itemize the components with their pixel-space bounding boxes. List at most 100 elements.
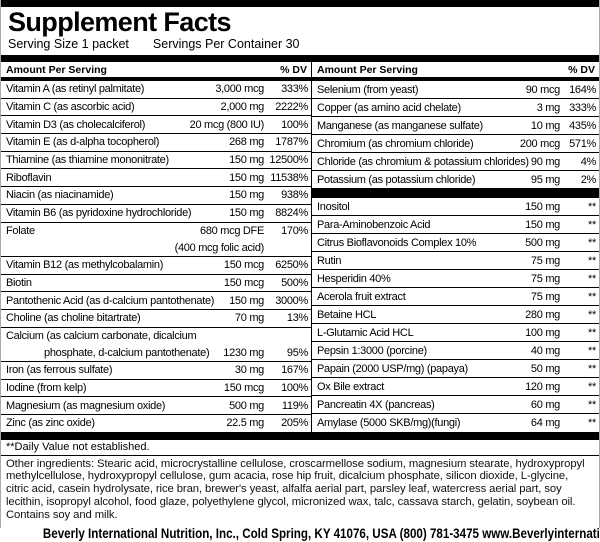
nutrient-amount: 1230 mg	[223, 346, 264, 359]
amount-per-serving-header: Amount Per Serving	[6, 64, 107, 76]
nutrient-amount: 90 mg	[530, 155, 560, 168]
nutrient-dv: 500%	[281, 276, 308, 289]
nutrient-row: Chloride (as chromium & potassium chlori…	[312, 152, 599, 170]
nutrient-dv: 164%	[569, 83, 596, 96]
nutrient-dv: 3000%	[275, 294, 308, 307]
nutrient-dv: **	[588, 290, 596, 303]
nutrient-amount: 500 mg	[229, 399, 264, 412]
nutrient-amount: 75 mg	[530, 272, 560, 285]
nutrient-amount: 40 mg	[530, 344, 560, 357]
nutrient-row: Papain (2000 USP/mg) (papaya) 50 mg **	[312, 359, 599, 377]
nutrient-row: Biotin 150 mcg 500%	[1, 273, 311, 292]
column-left-header: Amount Per Serving % DV	[1, 62, 311, 81]
nutrient-row: Vitamin C (as ascorbic acid) 2,000 mg 2222…	[1, 97, 311, 116]
nutrient-label: Biotin	[6, 276, 32, 289]
nutrient-label: Pepsin 1:3000 (porcine)	[317, 344, 427, 357]
top-divider-bar	[1, 0, 599, 7]
nutrient-amount: 30 mg	[234, 364, 264, 377]
nutrient-amount: 280 mg	[525, 308, 560, 321]
nutrients-column-left: Amount Per Serving % DV Vitamin A (as re…	[1, 62, 312, 432]
nutrient-dv: **	[588, 398, 596, 411]
nutrient-dv: **	[588, 200, 596, 213]
nutrient-label: Iron (as ferrous sulfate)	[6, 364, 113, 377]
nutrient-row: Manganese (as manganese sulfate) 10 mg 435…	[312, 116, 599, 134]
nutrient-amount: 150 mg	[229, 294, 264, 307]
nutrient-row: Amylase (5000 SKB/mg)(fungi) 64 mg **	[312, 413, 599, 431]
nutrient-label: Folate	[6, 224, 35, 237]
bottom-divider-bar	[1, 431, 599, 440]
nutrient-row: Vitamin E (as d-alpha tocopherol) 268 mg 1…	[1, 133, 311, 151]
nutrient-amount: 150 mg	[525, 200, 560, 213]
nutrient-row: Citrus Bioflavonoids Complex 10% 500 mg **	[312, 233, 599, 251]
nutrient-row: Niacin (as niacinamide) 150 mg 938%	[1, 186, 311, 204]
nutrient-row: Choline (as choline bitartrate) 70 mg 13%	[1, 308, 311, 327]
nutrient-label: Chromium (as chromium chloride)	[317, 137, 474, 150]
nutrient-label: Selenium (from yeast)	[317, 83, 419, 96]
nutrient-label: Acerola fruit extract	[317, 290, 406, 303]
nutrient-row: Inositol 150 mg **	[312, 197, 599, 215]
nutrient-row: Vitamin A (as retinyl palmitate) 3,000 mc…	[1, 81, 311, 98]
nutrient-row: Hesperidin 40% 75 mg **	[312, 269, 599, 287]
label-title: Supplement Facts	[8, 7, 232, 37]
nutrient-amount: (400 mcg folic acid)	[174, 241, 265, 254]
nutrient-amount: 60 mg	[530, 398, 560, 411]
nutrient-row: Riboflavin 150 mg 11538%	[1, 168, 311, 186]
nutrient-amount: 2,000 mg	[220, 101, 265, 114]
nutrient-row: Pancreatin 4X (pancreas) 60 mg **	[312, 395, 599, 413]
nutrient-dv: 100%	[281, 382, 308, 395]
nutrient-dv: 2%	[580, 173, 597, 186]
column-right-header: Amount Per Serving % DV	[312, 62, 599, 81]
nutrient-dv: 12500%	[269, 154, 308, 167]
nutrient-dv: 13%	[286, 312, 308, 325]
nutrient-row: Zinc (as zinc oxide) 22.5 mg 205%	[1, 414, 311, 432]
nutrient-label: Riboflavin	[6, 171, 52, 184]
nutrient-amount: 150 mg	[229, 171, 264, 184]
nutrient-dv: **	[588, 344, 596, 357]
allergen-statement: Contains soy and milk.	[6, 508, 118, 521]
nutrient-amount: 50 mg	[530, 362, 560, 375]
nutrient-label: Manganese (as manganese sulfate)	[317, 119, 483, 132]
nutrient-label: Magnesium (as magnesium oxide)	[6, 399, 166, 412]
nutrient-label: Hesperidin 40%	[317, 272, 391, 285]
nutrient-label: Potassium (as potassium chloride)	[317, 173, 476, 186]
nutrient-label: Choline (as choline bitartrate)	[6, 312, 141, 325]
other-ingredients: Other ingredients: Stearic acid, microcr…	[6, 457, 585, 508]
serving-info: Serving Size 1 packet Servings Per Conta…	[8, 37, 592, 52]
nutrient-label: Pantothenic Acid (as d-calcium pantothen…	[6, 294, 215, 307]
nutrient-dv: 333%	[281, 83, 308, 96]
nutrient-dv: 6250%	[275, 259, 308, 272]
nutrient-amount: 10 mg	[530, 119, 560, 132]
nutrient-amount: 150 mg	[525, 218, 560, 231]
nutrient-label: Zinc (as zinc oxide)	[6, 417, 95, 430]
daily-value-footnote: **Daily Value not established.	[1, 440, 599, 456]
nutrient-dv: 167%	[281, 364, 308, 377]
nutrient-label: Inositol	[317, 200, 350, 213]
nutrient-row: Chromium (as chromium chloride) 200 mcg 57…	[312, 134, 599, 152]
nutrient-label: Vitamin D3 (as cholecalciferol)	[6, 118, 146, 131]
nutrient-row: Vitamin D3 (as cholecalciferol) 20 mcg (8…	[1, 115, 311, 133]
nutrient-label: L-Glutamic Acid HCL	[317, 326, 414, 339]
nutrient-row: Folate 680 mcg DFE 170% (400 mcg folic acid…	[1, 221, 311, 256]
nutrient-label: Citrus Bioflavonoids Complex 10%	[317, 236, 477, 249]
nutrient-row: Selenium (from yeast) 90 mcg 164%	[312, 81, 599, 98]
nutrient-amount: 120 mg	[525, 380, 560, 393]
nutrient-label: Rutin	[317, 254, 342, 267]
nutrient-dv: 938%	[281, 189, 308, 202]
nutrient-label: Vitamin B6 (as pyridoxine hydrochloride)	[6, 207, 192, 220]
label-header: Supplement Facts Serving Size 1 packet S…	[1, 7, 599, 52]
nutrient-amount: 268 mg	[229, 136, 264, 149]
nutrient-amount: 150 mcg	[223, 276, 264, 289]
nutrient-row: Acerola fruit extract 75 mg **	[312, 287, 599, 305]
nutrient-amount: 500 mg	[525, 236, 560, 249]
nutrient-label: Niacin (as niacinamide)	[6, 189, 114, 202]
nutrient-label: Vitamin A (as retinyl palmitate)	[6, 83, 145, 96]
manufacturer-info: Beverly International Nutrition, Inc., C…	[42, 526, 600, 542]
nutrient-dv: 205%	[281, 417, 308, 430]
nutrient-dv: 333%	[569, 101, 596, 114]
nutrient-label: Vitamin E (as d-alpha tocopherol)	[6, 136, 160, 149]
serving-size: Serving Size 1 packet	[8, 37, 129, 51]
nutrient-amount: 22.5 mg	[226, 417, 264, 430]
nutrient-row: Vitamin B6 (as pyridoxine hydrochloride)…	[1, 203, 311, 222]
nutrient-dv: **	[588, 326, 596, 339]
